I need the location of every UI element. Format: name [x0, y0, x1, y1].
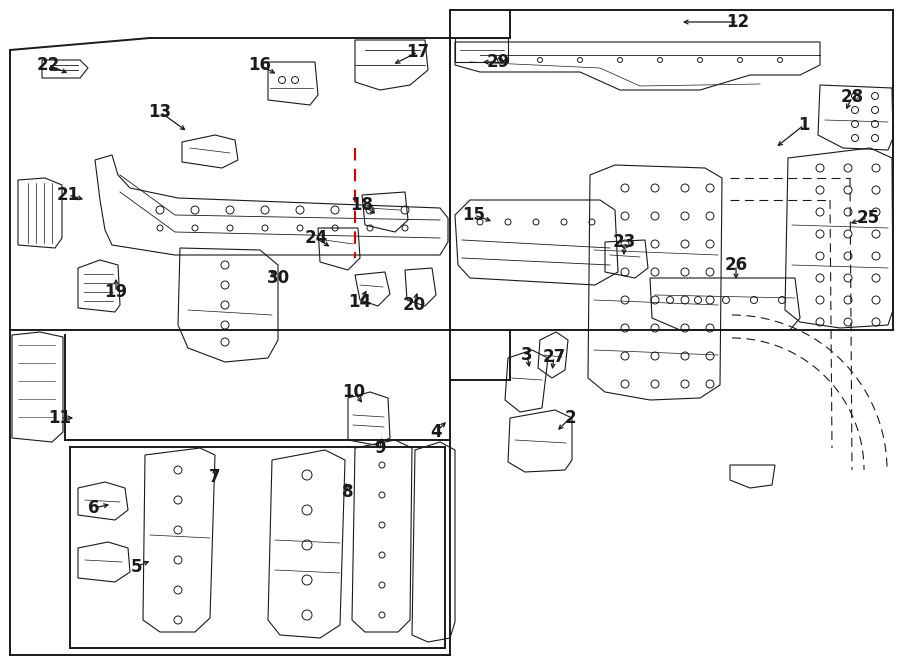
Text: 8: 8	[342, 483, 354, 501]
Text: 10: 10	[343, 383, 365, 401]
Text: 30: 30	[266, 269, 290, 287]
Text: 28: 28	[841, 88, 864, 106]
Text: 4: 4	[430, 423, 442, 441]
Text: 16: 16	[248, 56, 272, 74]
Text: 11: 11	[49, 409, 71, 427]
Text: 2: 2	[564, 409, 576, 427]
Text: 17: 17	[407, 43, 429, 61]
Text: 23: 23	[612, 233, 635, 251]
Text: 22: 22	[36, 56, 59, 74]
Text: 12: 12	[726, 13, 750, 31]
Text: 27: 27	[543, 348, 565, 366]
Text: 21: 21	[57, 186, 79, 204]
Text: 5: 5	[130, 558, 142, 576]
Text: 13: 13	[148, 103, 172, 121]
Text: 14: 14	[348, 293, 372, 311]
Text: 26: 26	[724, 256, 748, 274]
Text: 19: 19	[104, 283, 128, 301]
Text: 15: 15	[463, 206, 485, 224]
Text: 29: 29	[486, 53, 509, 71]
Text: 25: 25	[857, 209, 879, 227]
Text: 7: 7	[209, 468, 220, 486]
Text: 6: 6	[88, 499, 100, 517]
Text: 20: 20	[402, 296, 426, 314]
Text: 3: 3	[521, 346, 533, 364]
Text: 18: 18	[350, 196, 374, 214]
Text: 1: 1	[798, 116, 810, 134]
Text: 9: 9	[374, 439, 386, 457]
Text: 24: 24	[304, 229, 328, 247]
